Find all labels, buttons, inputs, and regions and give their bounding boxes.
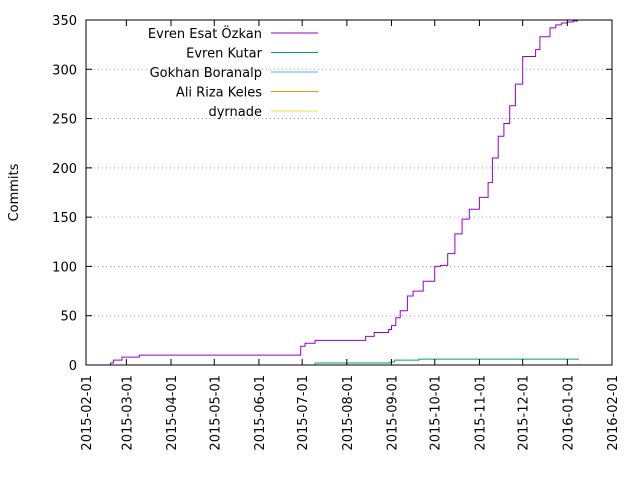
y-tick-label: 50: [60, 310, 77, 325]
legend-label: Evren Esat Özkan: [148, 25, 262, 42]
series-line-0: [86, 20, 578, 366]
plot-frame: [85, 19, 613, 366]
x-tick-label: 2015-05-01: [208, 375, 223, 451]
x-tick-label: 2015-12-01: [517, 375, 532, 451]
y-tick-label: 150: [52, 211, 77, 226]
y-tick-label: 300: [52, 63, 77, 78]
x-tick-label: 2015-03-01: [120, 375, 135, 451]
grid-layer: [86, 68, 612, 317]
x-tick-label: 2015-07-01: [296, 375, 311, 451]
x-tick-label: 2015-11-01: [473, 375, 488, 451]
x-tick-label: 2015-06-01: [253, 375, 268, 451]
y-tick-label: 100: [52, 260, 77, 275]
y-axis-title: Commits: [7, 163, 22, 221]
legend-label: Evren Kutar: [186, 47, 263, 62]
tick-layer: 0 50 100 150 200 250 300 350 2015-02-01 2015-03-0…: [52, 14, 621, 451]
legend-label: Ali Riza Keles: [176, 86, 262, 101]
y-tick-label: 0: [69, 359, 77, 374]
legend: Evren Esat Özkan Evren Kutar Gokhan Borana…: [148, 25, 318, 120]
y-tick-label: 350: [52, 14, 77, 29]
legend-label: Gokhan Boranalp: [150, 66, 262, 81]
legend-label: dyrnade: [208, 105, 262, 120]
y-tick-label: 200: [52, 162, 77, 177]
x-tick-label: 2015-09-01: [386, 375, 401, 451]
x-tick-label: 2015-04-01: [165, 375, 180, 451]
y-tick-label: 250: [52, 113, 77, 128]
x-tick-label: 2015-02-01: [80, 375, 95, 451]
x-tick-label: 2016-02-01: [606, 375, 621, 451]
x-tick-label: 2015-08-01: [341, 375, 356, 451]
x-tick-label: 2016-01-01: [561, 375, 576, 451]
series-line-1: [309, 358, 579, 366]
x-tick-label: 2015-10-01: [429, 375, 444, 451]
